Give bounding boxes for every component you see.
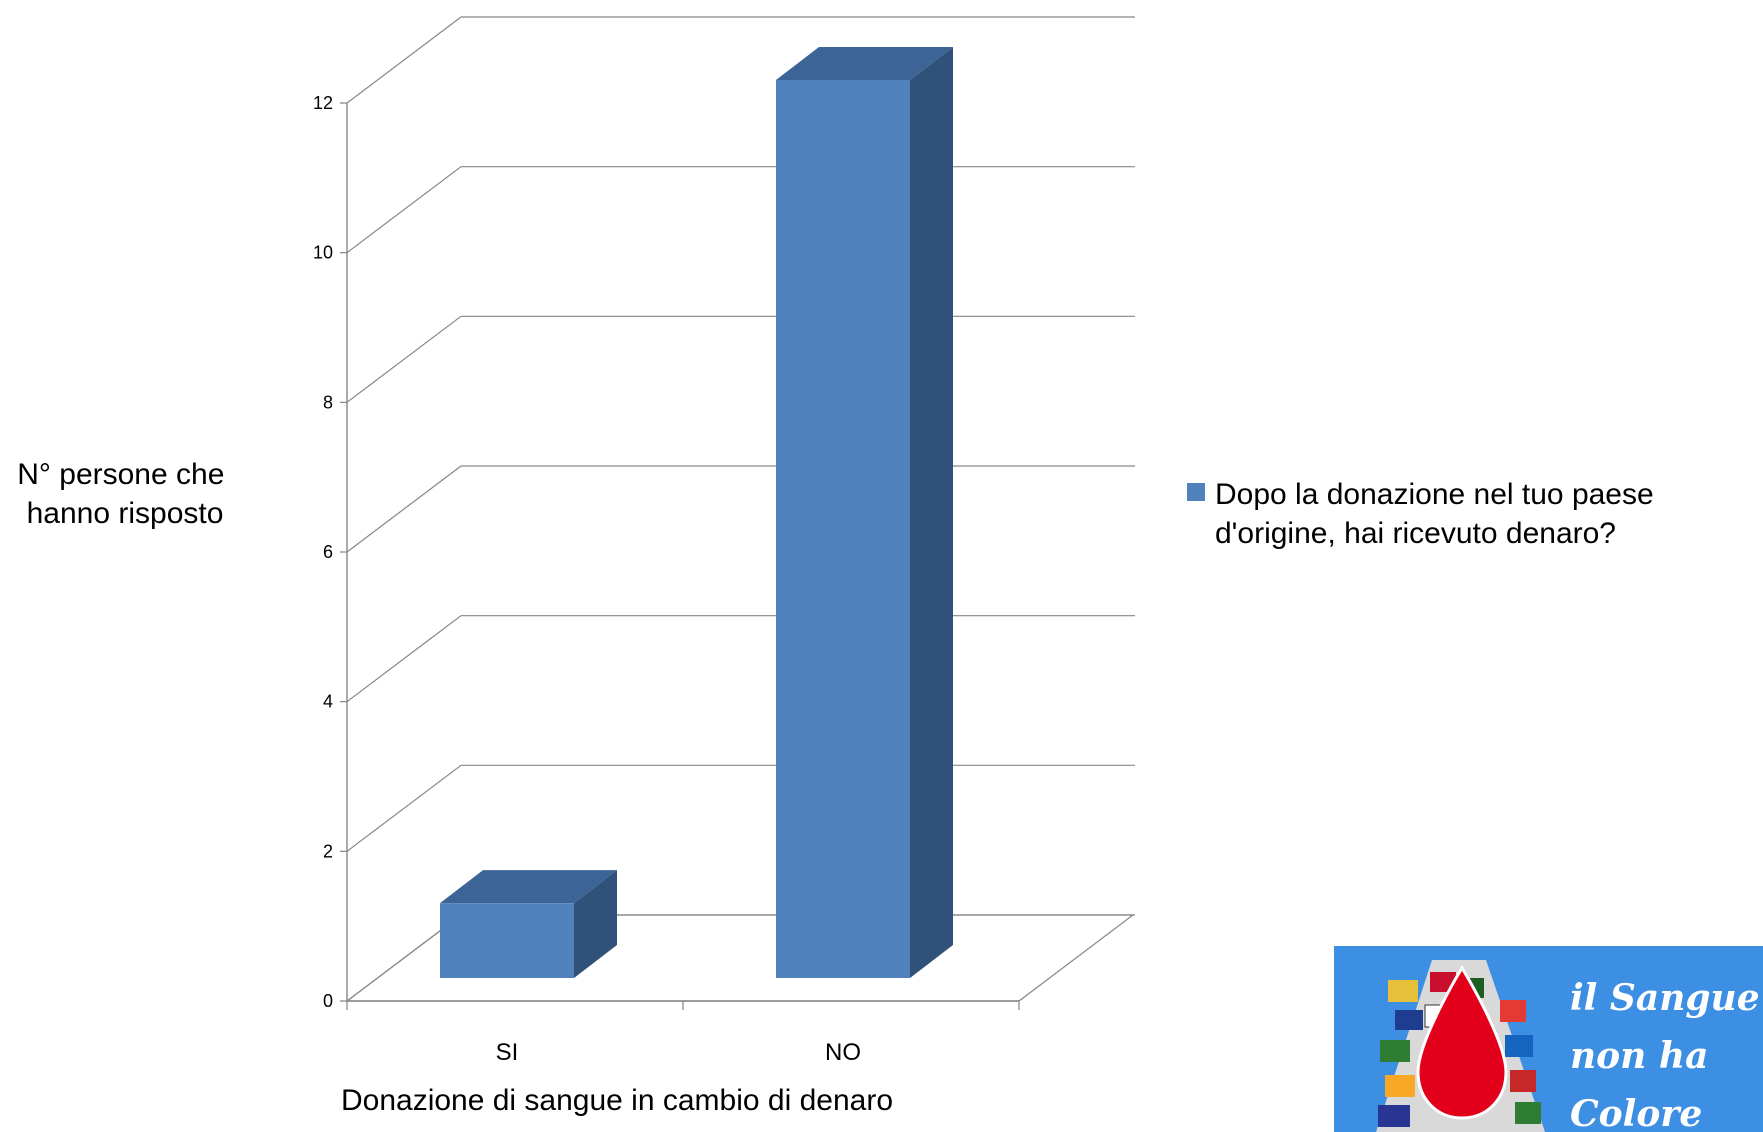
bar-top-face [776,47,953,80]
y-tick-label: 8 [323,392,333,412]
y-tick-label: 2 [323,841,333,861]
bar-si [440,870,617,978]
y-tick-label: 10 [313,243,333,263]
bar-side-face [574,870,617,978]
chart-bars [440,47,953,978]
bar-front-face [440,903,574,978]
x-tick-label: SI [496,1039,519,1066]
legend-entry: Dopo la donazione nel tuo paese d'origin… [1215,478,1662,550]
legend: Dopo la donazione nel tuo paese d'origin… [1187,478,1662,550]
logo-text-line-1: il Sangue [1570,977,1760,1019]
x-axis-title: Donazione di sangue in cambio di denaro [341,1084,893,1117]
bar-side-face [910,47,953,978]
gridline-side [346,315,462,403]
logo-text-line-3: Colore [1570,1093,1702,1132]
gridline-side [346,764,462,852]
gridline-side [346,615,462,703]
logo: il Sangue non ha Colore [1334,946,1763,1132]
x-category-labels: SI NO [496,1039,861,1066]
legend-swatch [1187,483,1205,501]
y-tick-label: 4 [323,692,333,712]
logo-text: il Sangue non ha Colore [1570,977,1763,1132]
y-axis-title-line-2: hanno risposto [27,497,224,530]
y-tick-labels: 0 2 4 6 8 10 12 [313,93,333,1011]
y-tick-label: 0 [323,991,333,1011]
y-tick-label: 12 [313,93,333,113]
gridline-side [346,166,462,254]
blood-drop-icon [1416,965,1508,1120]
chart-grid [346,16,1135,1002]
bar-front-face [776,80,910,978]
y-axis-title-line-1: N° persone che [17,458,224,491]
chart-axes [340,102,1135,1010]
x-tick-label: NO [825,1039,861,1066]
legend-entry-line-1: Dopo la donazione nel tuo paese [1215,478,1654,511]
legend-entry-line-2: d'origine, hai ricevuto denaro? [1215,517,1616,550]
gridline-side [346,16,462,104]
bar-no [776,47,953,978]
gridline-side [346,465,462,553]
y-axis-title: N° persone che hanno risposto [17,458,232,530]
bar-top-face [440,870,617,904]
y-tick-label: 6 [323,542,333,562]
logo-text-line-2: non ha [1570,1035,1708,1077]
